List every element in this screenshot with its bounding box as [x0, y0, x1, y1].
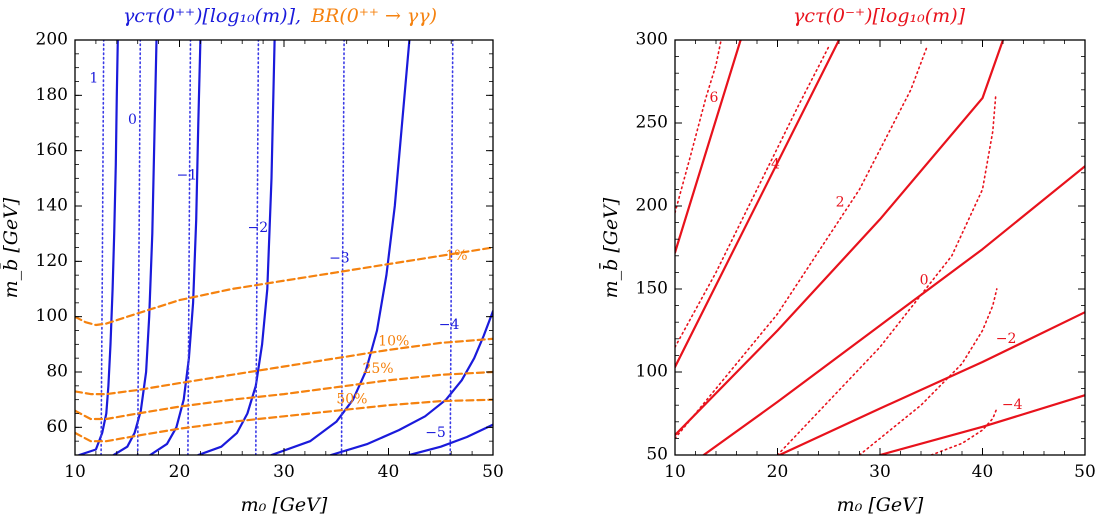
left-y-tick-label-0: 60	[46, 417, 68, 437]
right-series-dotted-5	[675, 45, 928, 440]
right-y-tick-label-4: 250	[636, 113, 668, 133]
left-contour-label-10: 50%	[336, 392, 367, 408]
left-series-solid-10	[329, 310, 493, 455]
left-y-tick-label-6: 180	[36, 85, 68, 105]
right-series-solid-4	[675, 40, 1005, 437]
left-y-tick-label-2: 100	[36, 306, 68, 326]
right-series-dotted-9	[858, 288, 998, 455]
right-chart-title: γcτ(0⁻⁺)[log₁₀(m)]	[793, 5, 966, 27]
right-x-tick-label-0: 10	[664, 462, 686, 482]
right-x-tick-label-2: 30	[869, 462, 891, 482]
left-chart: γcτ(0⁺⁺)[log₁₀(m)], BR(0⁺⁺ → γγ) 10−1−2−…	[0, 5, 504, 516]
left-series-solid-0	[78, 40, 119, 455]
right-series-solid-6	[702, 165, 1085, 455]
left-x-tick-label-4: 50	[482, 462, 504, 482]
left-x-tick-label-0: 10	[64, 462, 86, 482]
left-contour-label-7: 1%	[445, 248, 467, 264]
left-series-solid-2	[112, 40, 158, 455]
right-plot-frame	[674, 39, 1086, 456]
right-contour-label-1: 4	[771, 157, 780, 173]
right-contour-label-3: 0	[920, 273, 929, 289]
left-series-dotted-7	[255, 40, 260, 455]
left-series-dotted-5	[187, 40, 192, 455]
left-annotations: 1 0 −1 −2 −3 −4 −5 1% 10% 25% 50%	[89, 71, 467, 441]
left-x-tick-label-3: 40	[378, 462, 400, 482]
left-series-dashed-14	[75, 337, 493, 396]
left-contour-label-1: 0	[128, 112, 137, 128]
right-x-tick-label-4: 50	[1074, 462, 1096, 482]
left-series-dashed-13	[75, 246, 493, 327]
left-series-dotted-3	[136, 40, 142, 455]
right-series-dotted-3	[675, 45, 830, 348]
left-chart-title: γcτ(0⁺⁺)[log₁₀(m)], BR(0⁺⁺ → γγ)	[123, 5, 437, 27]
right-y-tick-label-0: 50	[646, 445, 668, 465]
right-y-tick-label-2: 150	[636, 279, 668, 299]
right-series-solid-2	[675, 40, 841, 369]
right-x-tick-label-3: 40	[972, 462, 994, 482]
right-y-tick-label-5: 300	[636, 30, 668, 50]
right-y-tick-label-3: 200	[636, 196, 668, 216]
left-series-solid-6	[197, 40, 276, 455]
left-contour-label-5: −4	[439, 317, 460, 333]
left-x-tick-label-2: 30	[273, 462, 295, 482]
right-series-solid-8	[778, 311, 1085, 455]
left-contour-label-6: −5	[425, 425, 446, 441]
left-y-tick-label-3: 120	[36, 251, 68, 271]
left-contour-label-0: 1	[89, 71, 98, 87]
left-series-dashed-16	[75, 398, 493, 443]
left-contour-label-9: 25%	[362, 361, 393, 377]
right-series-dotted-1	[675, 40, 722, 214]
right-series-solid-10	[878, 394, 1085, 455]
right-x-axis-label: m₀ [GeV]	[837, 494, 924, 516]
left-contour-label-8: 10%	[378, 334, 409, 350]
left-plot-area	[75, 40, 493, 455]
left-x-axis-label: m₀ [GeV]	[241, 494, 328, 516]
right-contour-label-0: 6	[709, 90, 718, 106]
left-series-dotted-11	[449, 40, 454, 455]
left-y-tick-label-1: 80	[46, 362, 68, 382]
right-x-tick-label-1: 20	[767, 462, 789, 482]
left-y-tick-label-5: 160	[36, 140, 68, 160]
left-x-tick-label-1: 20	[169, 462, 191, 482]
left-series-solid-4	[149, 40, 202, 455]
left-y-axis-label: m_b̄ [GeV]	[0, 197, 22, 298]
right-contour-label-5: −4	[1002, 397, 1023, 413]
right-contour-label-2: 2	[836, 195, 845, 211]
left-series-dotted-1	[100, 40, 105, 455]
right-y-axis-label: m_b̄ [GeV]	[598, 197, 622, 298]
left-y-tick-label-7: 200	[36, 30, 68, 50]
left-series-solid-8	[270, 40, 411, 455]
right-series-solid-0	[675, 40, 742, 254]
left-y-tick-label-4: 140	[36, 196, 68, 216]
right-series-dotted-7	[776, 94, 997, 455]
right-plot-area	[675, 40, 1085, 455]
left-chart-title-blue: γcτ(0⁺⁺)[log₁₀(m)],	[123, 5, 301, 27]
right-series-dotted-11	[930, 407, 998, 455]
left-series-solid-12	[408, 423, 493, 455]
left-contour-label-4: −3	[329, 251, 350, 267]
right-contour-label-4: −2	[996, 331, 1017, 347]
left-series-dashed-15	[75, 370, 493, 421]
left-plot-frame	[74, 39, 494, 456]
right-y-tick-label-1: 100	[636, 362, 668, 382]
left-contour-label-3: −2	[248, 220, 269, 236]
left-chart-title-orange: BR(0⁺⁺ → γγ)	[310, 5, 437, 27]
left-contour-label-2: −1	[176, 168, 197, 184]
right-annotations: 6 4 2 0 −2 −4	[709, 90, 1022, 413]
